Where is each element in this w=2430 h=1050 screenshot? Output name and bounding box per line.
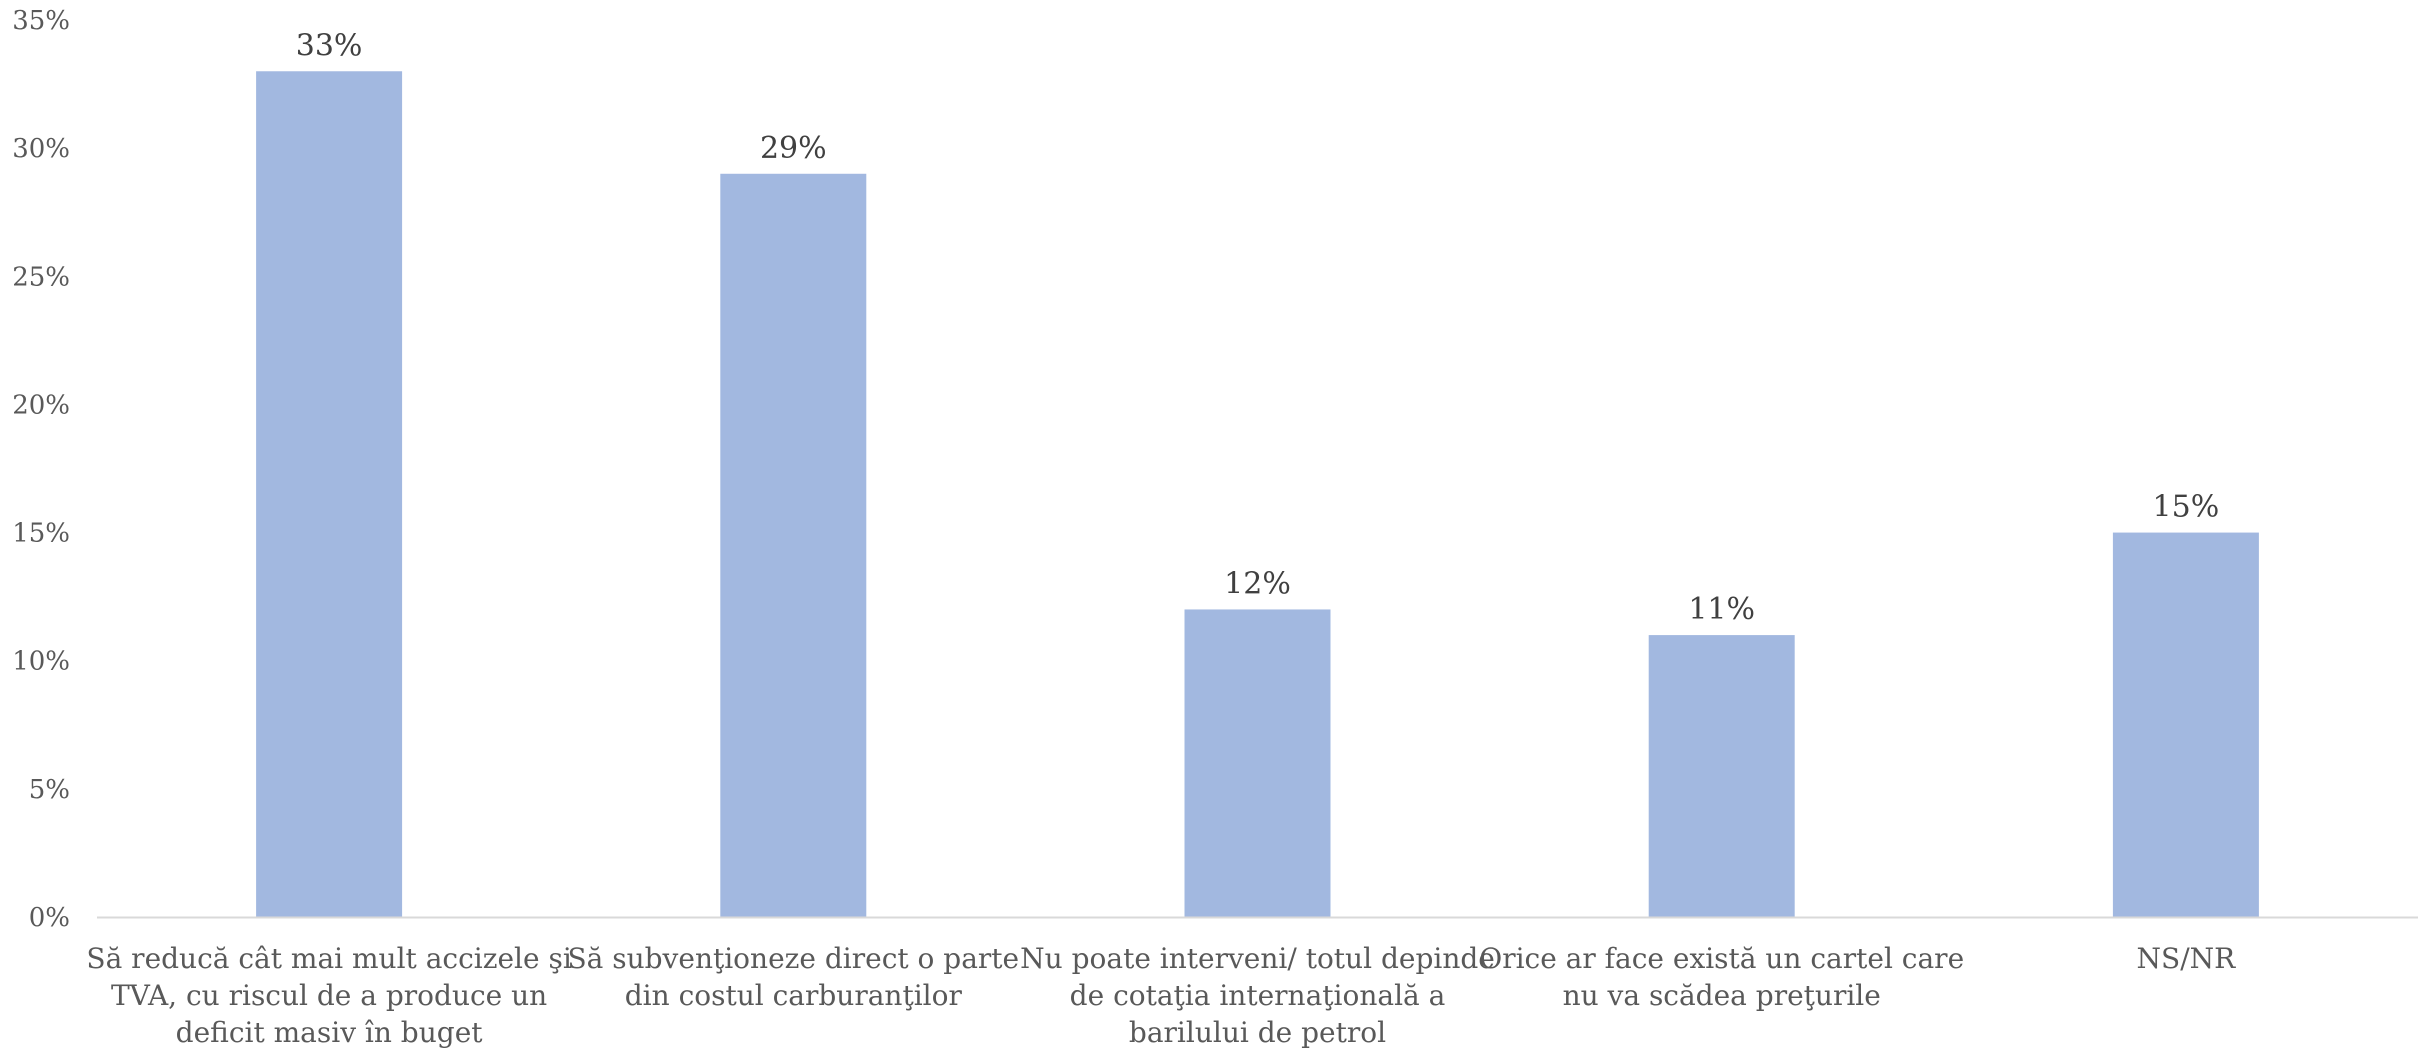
bar-data-label: 29% [760, 131, 827, 166]
category-labels-group: Să reducă cât mai mult accizele şi TVA, c… [86, 942, 2236, 1049]
category-label: Să subvenţioneze direct o parte din costu… [567, 942, 1019, 1012]
bars-group [256, 71, 2259, 917]
category-label-line: deficit masiv în buget [176, 1016, 484, 1049]
bar [2112, 532, 2259, 917]
category-label-line: TVA, cu riscul de a produce un [111, 979, 547, 1012]
y-tick-label: 5% [29, 775, 70, 805]
y-tick-label: 0% [29, 903, 70, 933]
bar-data-label: 33% [296, 28, 363, 63]
y-tick-label: 10% [12, 647, 70, 677]
category-label-line: barilului de petrol [1129, 1016, 1386, 1049]
category-label: NS/NR [2137, 942, 2237, 975]
data-labels-group: 33% 29% 12% 11% 15% [296, 28, 2219, 627]
bar-data-label: 11% [1688, 592, 1755, 627]
y-tick-label: 20% [12, 390, 70, 420]
y-tick-label: 35% [12, 6, 70, 36]
category-label-line: NS/NR [2137, 942, 2237, 975]
bar-data-label: 12% [1224, 566, 1291, 601]
category-label-line: nu va scădea preţurile [1563, 979, 1881, 1012]
y-tick-label: 15% [12, 519, 70, 549]
bar-data-label: 15% [2153, 490, 2220, 525]
bar [1648, 635, 1795, 917]
y-axis-tick-labels: 0% 5% 10% 15% 20% 25% 30% 35% [12, 6, 70, 933]
category-label-line: de cotaţia internaţională a [1070, 979, 1446, 1012]
category-label: Orice ar face există un cartel care nu va… [1479, 942, 1964, 1012]
category-label-line: Orice ar face există un cartel care [1479, 942, 1964, 975]
category-label: Să reducă cât mai mult accizele şi TVA, c… [86, 942, 571, 1049]
category-label: Nu poate interveni/ totul depinde de cota… [1020, 942, 1495, 1049]
y-tick-label: 25% [12, 262, 70, 292]
category-label-line: Să reducă cât mai mult accizele şi [86, 942, 571, 975]
category-label-line: din costul carburanţilor [625, 979, 963, 1012]
y-tick-label: 30% [12, 134, 70, 164]
bar [1184, 609, 1331, 917]
category-label-line: Să subvenţioneze direct o parte [567, 942, 1019, 975]
bar [720, 173, 867, 917]
bar [256, 71, 403, 917]
category-label-line: Nu poate interveni/ totul depinde [1020, 942, 1495, 975]
